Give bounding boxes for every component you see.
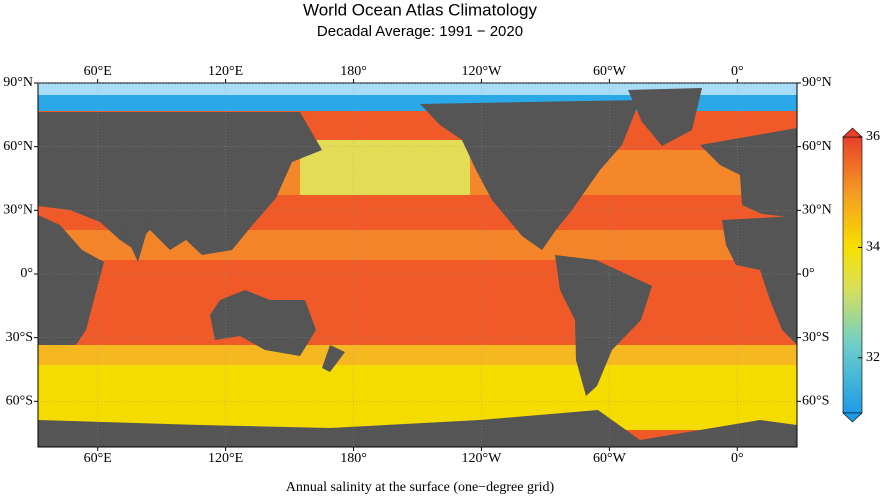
lat-tick-label: 30°N: [802, 203, 832, 218]
lat-tick-label: 60°S: [6, 394, 33, 409]
lat-tick-label: 0°: [20, 266, 33, 281]
colorbar-min-arrow: [842, 412, 863, 423]
colorbar-max-arrow: [842, 127, 863, 138]
colorbar-tick-label: 34: [866, 240, 880, 255]
lon-tick-label: 60°W: [593, 64, 627, 79]
lon-tick-label: 120°W: [462, 451, 503, 466]
map-frame: [37, 82, 798, 448]
lat-tick-label: 90°N: [802, 75, 832, 90]
lat-tick-label: 30°S: [802, 330, 829, 345]
lat-tick-label: 60°S: [802, 394, 829, 409]
caption: Annual salinity at the surface (one−degr…: [286, 480, 555, 495]
lon-tick-label: 180°: [340, 451, 367, 466]
lon-tick-label: 60°E: [84, 451, 112, 466]
lat-tick-label: 90°N: [3, 75, 33, 90]
lon-tick-label: 0°: [731, 451, 744, 466]
lat-tick-label: 60°N: [3, 139, 33, 154]
lat-tick-label: 30°N: [3, 203, 33, 218]
colorbar: [842, 136, 863, 414]
lat-tick-label: 60°N: [802, 139, 832, 154]
subtitle: Decadal Average: 1991 − 2020: [317, 23, 523, 40]
title: World Ocean Atlas Climatology: [303, 0, 538, 19]
lon-tick-label: 120°E: [208, 451, 243, 466]
lon-tick-label: 60°E: [84, 64, 112, 79]
colorbar-tick-label: 32: [866, 350, 880, 365]
lon-tick-label: 0°: [731, 64, 744, 79]
colorbar-tick-label: 36: [866, 129, 880, 144]
map-field: [38, 83, 797, 447]
lon-tick-label: 60°W: [593, 451, 627, 466]
lon-tick-label: 180°: [340, 64, 367, 79]
lat-tick-label: 0°: [802, 266, 815, 281]
lon-tick-label: 120°W: [462, 64, 503, 79]
lon-tick-label: 120°E: [208, 64, 243, 79]
lat-tick-label: 30°S: [6, 330, 33, 345]
